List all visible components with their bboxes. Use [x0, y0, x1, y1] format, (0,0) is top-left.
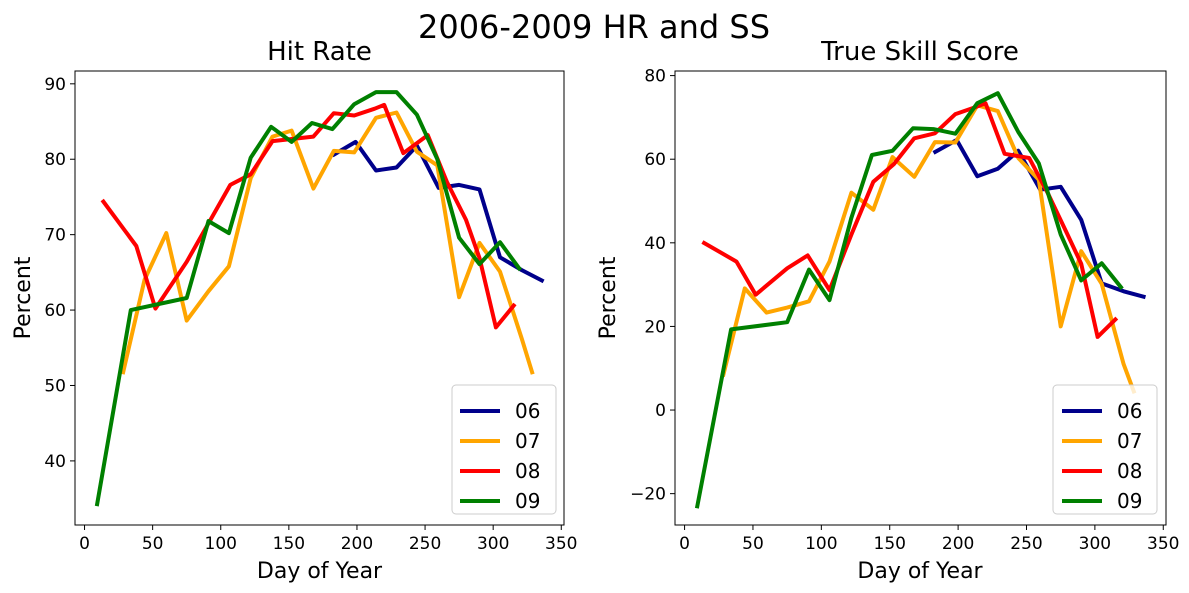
x-tick-label: 0 — [679, 534, 690, 554]
x-tick-label: 100 — [205, 534, 237, 554]
x-tick-label: 250 — [409, 534, 441, 554]
legend-label-09: 09 — [515, 489, 540, 513]
legend-label-08: 08 — [515, 459, 540, 483]
y-tick-label: 80 — [44, 150, 66, 170]
true-skill-score-panel: True Skill Score 0 50 100 150 200 250 300 350−2… — [596, 37, 1179, 584]
series-line-06 — [331, 139, 545, 284]
y-tick-label: 0 — [655, 401, 666, 421]
legend-box — [451, 384, 557, 515]
legend-label-07: 07 — [515, 429, 540, 453]
y-tick-label: 60 — [44, 301, 66, 321]
y-tick-label: 50 — [44, 376, 66, 396]
chart-title: True Skill Score — [820, 37, 1019, 67]
x-tick-label: 100 — [805, 534, 837, 554]
plot-frame — [74, 70, 565, 526]
y-axis-label: Percent — [11, 256, 36, 339]
x-tick-label: 250 — [1010, 534, 1042, 554]
hit-rate-panel: Hit Rate 0 50 100 150 200 250 300 350 40 50 60 70 80… — [11, 37, 578, 584]
legend: 06 07 08 09 — [451, 384, 557, 515]
x-axis-label: Day of Year — [257, 559, 383, 584]
x-tick-label: 150 — [273, 534, 305, 554]
x-tick-label: 300 — [1079, 534, 1111, 554]
legend-label-09: 09 — [1117, 489, 1142, 513]
x-tick-label: 0 — [79, 534, 90, 554]
x-tick-label: 200 — [341, 534, 373, 554]
chart-title: Hit Rate — [267, 37, 372, 67]
x-tick-label: 50 — [142, 534, 164, 554]
x-tick-label: 350 — [545, 534, 577, 554]
legend-label-06: 06 — [1117, 399, 1142, 423]
figure-title: 2006-2009 HR and SS — [418, 8, 770, 46]
x-tick-label: 150 — [874, 534, 906, 554]
y-tick-label: 70 — [44, 226, 66, 246]
x-tick-label: 200 — [942, 534, 974, 554]
legend-label-07: 07 — [1117, 429, 1142, 453]
series-line-08 — [701, 101, 1119, 339]
y-tick-label: 60 — [644, 150, 666, 170]
y-tick-label: 40 — [644, 234, 666, 254]
x-axis-label: Day of Year — [857, 559, 983, 584]
series-line-09 — [694, 91, 1124, 509]
x-tick-label: 300 — [477, 534, 509, 554]
y-tick-label: 80 — [644, 67, 666, 87]
x-tick-label: 50 — [742, 534, 764, 554]
legend-label-08: 08 — [1117, 459, 1142, 483]
x-tick-label: 350 — [1147, 534, 1179, 554]
y-tick-label: 20 — [644, 317, 666, 337]
y-axis-label: Percent — [596, 256, 621, 339]
plot-frame — [674, 70, 1167, 526]
legend-label-06: 06 — [515, 399, 540, 423]
series-line-09 — [94, 90, 523, 507]
y-tick-label: 40 — [44, 452, 66, 472]
series-line-07 — [120, 110, 535, 375]
y-tick-label: 90 — [44, 75, 66, 95]
legend: 06 07 08 09 — [1052, 384, 1158, 515]
y-tick-label: −20 — [630, 485, 666, 505]
legend-box — [1052, 384, 1158, 515]
